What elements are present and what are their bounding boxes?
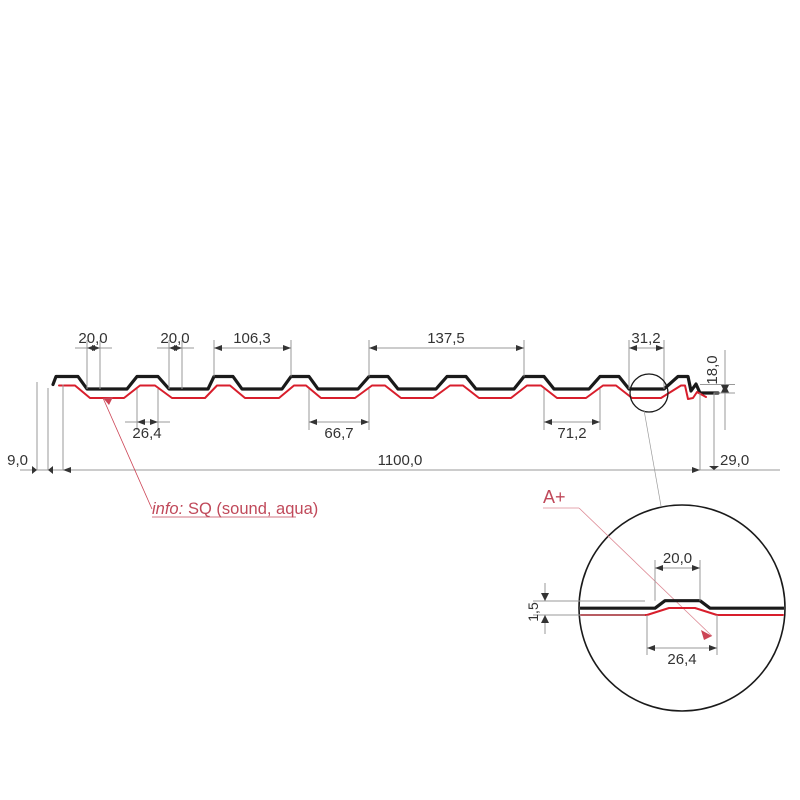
svg-text:26,4: 26,4 [667, 651, 696, 668]
svg-text:137,5: 137,5 [427, 330, 465, 347]
svg-text:106,3: 106,3 [233, 330, 271, 347]
svg-text:20,0: 20,0 [663, 550, 692, 567]
svg-text:29,0: 29,0 [720, 452, 749, 469]
svg-text:20,0: 20,0 [160, 330, 189, 347]
svg-text:20,0: 20,0 [78, 330, 107, 347]
svg-text:A+: A+ [543, 487, 566, 507]
svg-text:SQ (sound, aqua): SQ (sound, aqua) [188, 500, 318, 518]
svg-text:31,2: 31,2 [631, 330, 660, 347]
svg-text:66,7: 66,7 [324, 425, 353, 442]
svg-text:9,0: 9,0 [7, 452, 28, 469]
svg-text:26,4: 26,4 [132, 425, 161, 442]
svg-text:71,2: 71,2 [557, 425, 586, 442]
svg-text:info:: info: [152, 500, 183, 518]
svg-text:1100,0: 1100,0 [378, 452, 423, 469]
svg-text:18,0: 18,0 [704, 355, 721, 384]
svg-text:1,5: 1,5 [525, 602, 541, 622]
